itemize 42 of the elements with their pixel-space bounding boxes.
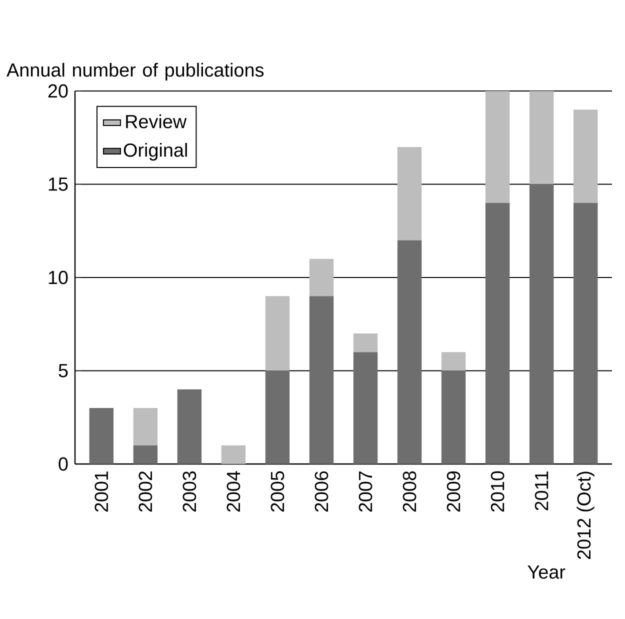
bar xyxy=(265,370,290,464)
legend-label: Original xyxy=(124,142,187,161)
bar xyxy=(89,408,114,464)
bar xyxy=(221,445,246,464)
y-tick-label: 5 xyxy=(58,364,68,378)
bar xyxy=(309,258,334,296)
bar xyxy=(133,445,158,464)
x-tick-label: 2011 xyxy=(534,471,548,510)
bar xyxy=(441,370,466,464)
y-tick-label: 10 xyxy=(48,270,68,284)
bar xyxy=(573,202,598,464)
y-tick-label: 15 xyxy=(48,178,68,191)
bar xyxy=(309,296,334,464)
bar xyxy=(397,240,422,464)
x-tick-label: 2004 xyxy=(226,471,240,512)
x-axis-title: Year xyxy=(528,566,566,579)
bar xyxy=(353,333,378,352)
y-tick-label: 0 xyxy=(58,457,68,471)
y-tick-label: 20 xyxy=(48,84,68,98)
x-tick-label: 2005 xyxy=(270,471,284,512)
x-tick-label: 2012 (Oct) xyxy=(576,472,594,559)
bar xyxy=(573,110,598,203)
bar xyxy=(485,90,510,203)
bar xyxy=(485,202,510,464)
bar xyxy=(441,352,466,371)
bar xyxy=(529,90,554,184)
bar xyxy=(177,389,202,464)
x-tick-label: 2009 xyxy=(446,471,460,512)
y-axis-title: Annual number of publications xyxy=(6,62,264,80)
x-tick-label: 2002 xyxy=(138,471,152,512)
x-tick-label: 2010 xyxy=(490,471,504,512)
bar xyxy=(353,352,378,464)
bar xyxy=(133,408,158,446)
x-tick-label: 2003 xyxy=(182,471,196,512)
x-tick-label: 2007 xyxy=(358,471,372,512)
x-tick-label: 2001 xyxy=(94,471,108,512)
bar xyxy=(529,184,554,464)
bar xyxy=(265,296,290,371)
bar xyxy=(397,146,422,240)
x-tick-label: 2008 xyxy=(402,471,416,512)
legend-label: Review xyxy=(126,114,187,128)
x-tick-label: 2006 xyxy=(314,471,328,512)
